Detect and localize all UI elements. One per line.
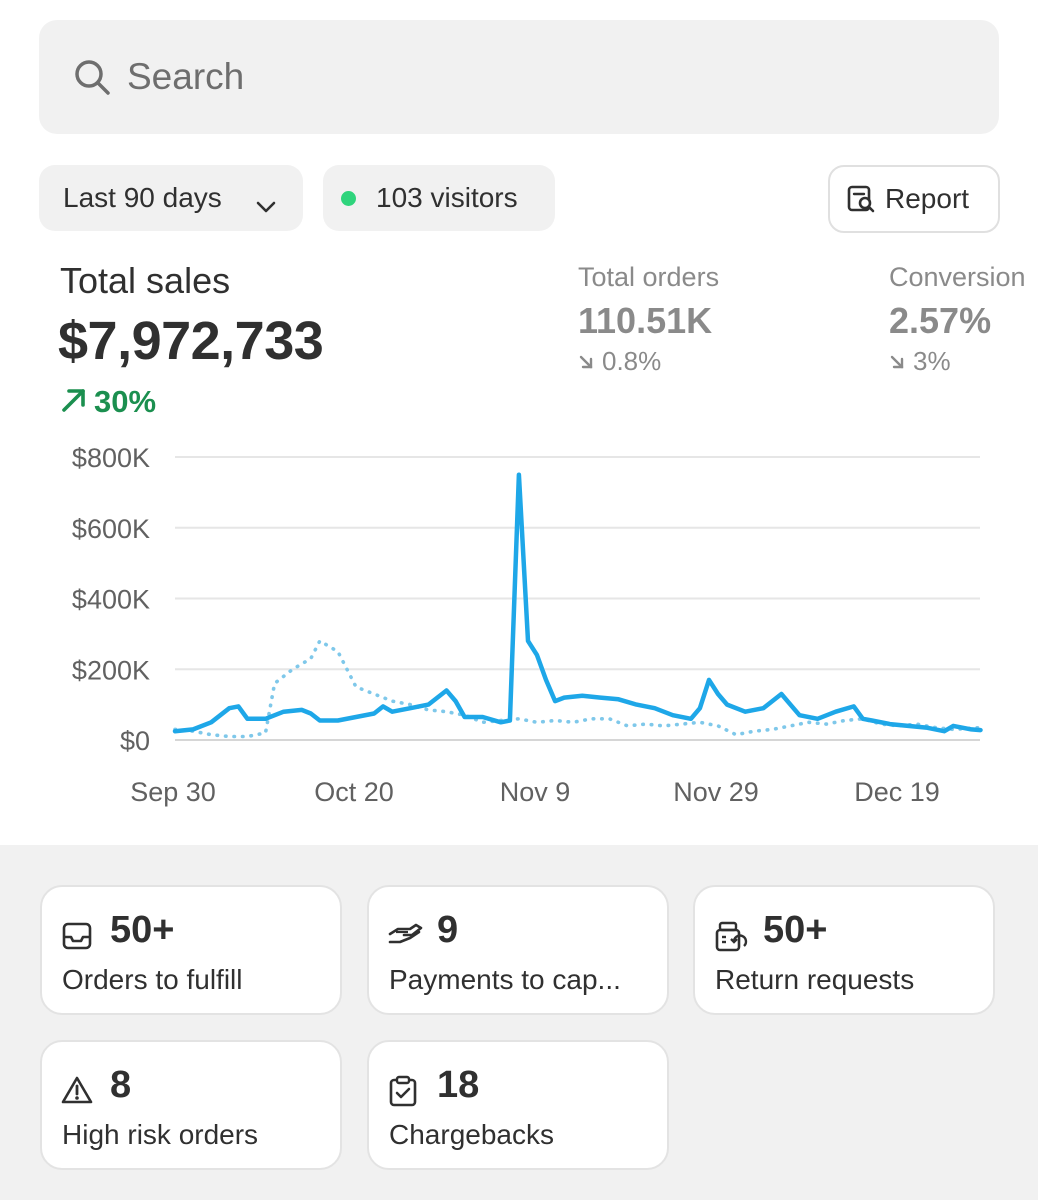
y-tick-label: $800K [72,443,150,473]
high-risk-orders-count: 8 [110,1064,132,1106]
high-risk-orders-card[interactable]: 8 High risk orders [40,1040,342,1170]
x-tick-label: Nov 29 [673,777,759,807]
total-sales-value: $7,972,733 [58,311,324,371]
chargebacks-label: Chargebacks [389,1119,554,1150]
payments-to-capture-card[interactable]: 9 Payments to cap... [367,885,669,1015]
x-tick-label: Sep 30 [130,777,216,807]
return-requests-count: 50+ [763,909,828,951]
return-requests-label: Return requests [715,964,915,995]
chevron-down-icon [255,190,277,222]
total-orders-title: Total orders [578,262,720,292]
report-label: Report [885,183,970,214]
high-risk-orders-label: High risk orders [62,1119,259,1150]
previous-period-series-line [173,639,983,739]
payments-to-capture-count: 9 [437,909,459,951]
orders-to-fulfill-label: Orders to fulfill [62,964,243,995]
y-tick-label: $200K [72,655,150,685]
inbox-icon [61,920,93,957]
report-icon [846,184,876,221]
total-sales-title: Total sales [60,260,231,301]
arrow-down-right-icon [889,350,907,376]
total-orders-change-value: 0.8% [602,346,662,376]
live-status-dot [341,191,356,206]
current-period-series-line [172,472,983,734]
date-range-dropdown[interactable]: Last 90 days [39,165,303,231]
total-sales-change: 30% [60,384,156,422]
chargebacks-count: 18 [437,1064,480,1106]
search-bar[interactable]: Search [39,20,999,134]
conversion-title: Conversion [889,262,1026,292]
total-orders-value: 110.51K [578,300,713,341]
action-cards-section: 50+ Orders to fulfill 9 Payments to cap.… [0,845,1038,1200]
conversion-value: 2.57% [889,300,992,341]
report-button[interactable]: Report [828,165,1000,233]
total-sales-change-value: 30% [94,384,157,419]
arrow-up-right-icon [60,386,88,422]
hand-payment-icon [388,920,424,957]
conversion-change: 3% [889,346,951,377]
clipboard-check-icon [388,1075,418,1112]
total-orders-change: 0.8% [578,346,661,377]
return-register-icon [714,920,748,959]
x-tick-label: Dec 19 [854,777,940,807]
x-tick-label: Oct 20 [314,777,394,807]
warning-icon [61,1075,93,1110]
search-icon [73,58,113,98]
orders-to-fulfill-card[interactable]: 50+ Orders to fulfill [40,885,342,1015]
y-tick-label: $400K [72,585,150,615]
live-visitors-chip[interactable]: 103 visitors [323,165,555,231]
sales-line-chart: $0 $200K $400K $600K $800K Sep 30 Oct 20 Nov 9 N… [72,443,983,807]
arrow-down-right-icon [578,350,596,376]
y-tick-label: $600K [72,514,150,544]
return-requests-card[interactable]: 50+ Return requests [693,885,995,1015]
conversion-change-value: 3% [913,346,951,376]
payments-to-capture-label: Payments to cap... [389,964,621,995]
date-range-label: Last 90 days [63,182,222,213]
orders-to-fulfill-count: 50+ [110,909,175,951]
search-placeholder: Search [127,56,245,97]
chargebacks-card[interactable]: 18 Chargebacks [367,1040,669,1170]
y-tick-label: $0 [120,726,150,756]
x-tick-label: Nov 9 [500,777,571,807]
visitors-label: 103 visitors [376,182,518,213]
